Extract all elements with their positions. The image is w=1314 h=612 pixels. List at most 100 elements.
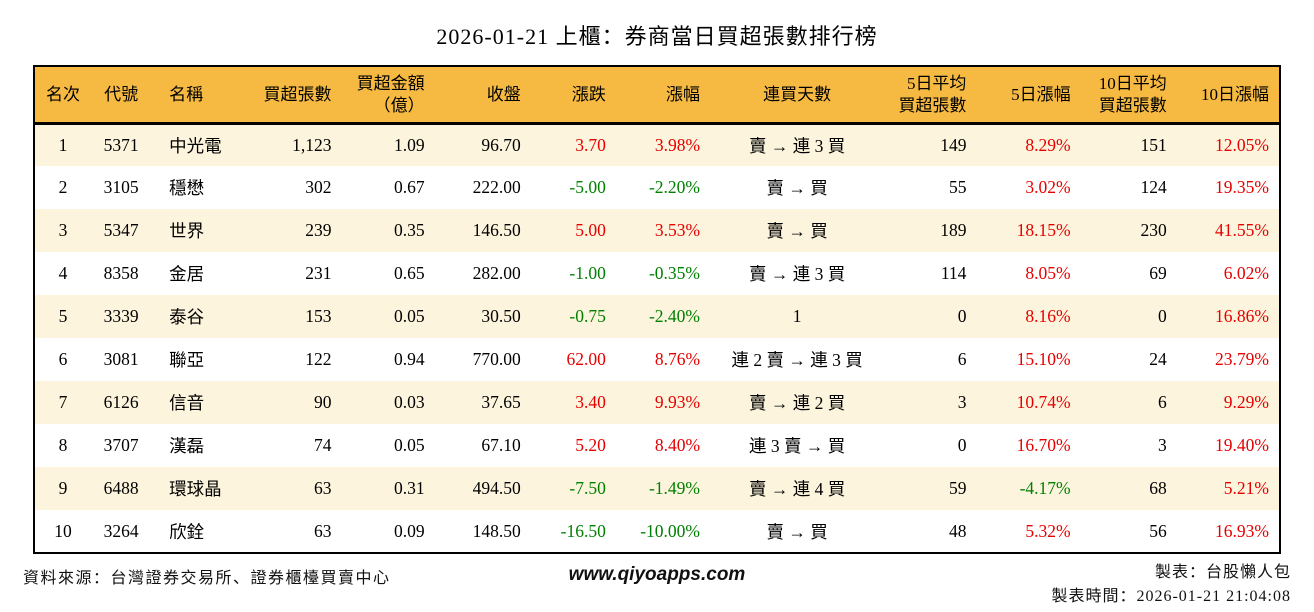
cell-pct5: 8.29% [1025, 135, 1071, 156]
cell-rank: 9 [58, 478, 68, 499]
cell-avg5: 48 [948, 520, 967, 541]
cell-close: 146.50 [472, 220, 521, 241]
column-header-avg5: 5日平均 買超張數 [880, 66, 981, 125]
cell-name: 聯亞 [169, 350, 205, 371]
table-row: 3 5347 世界 239 0.35 146.50 5.00 3.53% 賣 → 買 189 18.… [34, 209, 1280, 253]
cell-pct10: 19.35% [1215, 177, 1269, 198]
table-row: 9 6488 環球晶 63 0.31 494.50 -7.50 -1.49% 賣 → 連 4 買… [34, 467, 1280, 511]
column-header-change_pct: 漲幅 [619, 66, 715, 125]
cell-pct10: 23.79% [1215, 349, 1269, 370]
cell-rank: 10 [54, 520, 72, 541]
cell-amount: 0.31 [393, 478, 425, 499]
cell-change: -7.50 [569, 478, 606, 499]
cell-name: 環球晶 [169, 479, 222, 500]
cell-avg10: 24 [1149, 349, 1167, 370]
cell-change: 5.00 [575, 220, 606, 241]
cell-rank: 1 [58, 135, 68, 156]
cell-avg10: 3 [1157, 435, 1167, 456]
table-row: 6 3081 聯亞 122 0.94 770.00 62.00 8.76% 連 2 賣 → 連 … [34, 338, 1280, 382]
cell-pct10: 6.02% [1223, 263, 1269, 284]
cell-amount: 0.09 [393, 520, 425, 541]
website-label: www.qiyoapps.com [568, 564, 746, 586]
cell-close: 67.10 [481, 435, 521, 456]
cell-close: 37.65 [481, 392, 521, 413]
cell-close: 96.70 [481, 135, 521, 156]
maker-block: 製表：台股懶人包 製表時間：2026-01-21 21:04:08 [1051, 561, 1291, 609]
cell-change_pct: 3.53% [654, 220, 701, 241]
table-body: 1 5371 中光電 1,123 1.09 96.70 3.70 3.98% 賣 → 連 3 買… [34, 123, 1280, 554]
cell-streak: 賣 → 買 [766, 178, 828, 199]
cell-change_pct: -1.49% [648, 478, 701, 499]
column-header-name: 名稱 [151, 66, 248, 125]
cell-amount: 1.09 [393, 135, 425, 156]
cell-close: 282.00 [472, 263, 521, 284]
cell-avg5: 0 [957, 435, 967, 456]
cell-change: 3.40 [575, 392, 606, 413]
cell-avg5: 6 [957, 349, 967, 370]
cell-name: 泰谷 [169, 307, 205, 328]
column-header-close: 收盤 [438, 66, 535, 125]
cell-pct10: 5.21% [1223, 478, 1269, 499]
cell-avg10: 230 [1140, 220, 1167, 241]
cell-pct10: 19.40% [1215, 435, 1269, 456]
page-title: 2026-01-21 上櫃：券商當日買超張數排行榜 [436, 24, 878, 49]
table-row: 5 3339 泰谷 153 0.05 30.50 -0.75 -2.40% 1 0 8.16% 0 16… [34, 295, 1280, 339]
cell-avg10: 69 [1149, 263, 1167, 284]
table-row: 10 3264 欣銓 63 0.09 148.50 -16.50 -10.00% 賣 → 買 48… [34, 510, 1280, 554]
cell-change: 3.70 [575, 135, 606, 156]
cell-avg5: 189 [940, 220, 967, 241]
cell-change_pct: 8.40% [654, 435, 701, 456]
data-source-label: 資料來源：台灣證券交易所、證券櫃檯買賣中心 [23, 570, 391, 588]
column-header-avg10: 10日平均 買超張數 [1084, 66, 1181, 125]
cell-net_buy: 153 [305, 306, 332, 327]
cell-name: 金居 [169, 264, 205, 285]
column-header-streak: 連買天數 [714, 66, 881, 125]
cell-rank: 5 [58, 306, 68, 327]
cell-code: 3081 [103, 349, 139, 370]
cell-change: -5.00 [569, 177, 606, 198]
cell-avg5: 55 [948, 177, 967, 198]
cell-name: 世界 [169, 221, 205, 242]
cell-avg5: 0 [957, 306, 967, 327]
cell-close: 148.50 [472, 520, 521, 541]
cell-rank: 8 [58, 435, 68, 456]
cell-avg5: 149 [940, 135, 967, 156]
cell-pct5: 8.16% [1025, 306, 1071, 327]
table-row: 2 3105 穩懋 302 0.67 222.00 -5.00 -2.20% 賣 → 買 55 3.… [34, 166, 1280, 210]
cell-amount: 0.94 [393, 349, 425, 370]
cell-streak: 賣 → 買 [766, 221, 828, 242]
cell-avg5: 3 [957, 392, 967, 413]
cell-avg10: 6 [1157, 392, 1167, 413]
cell-code: 8358 [103, 263, 139, 284]
column-header-amount: 買超金額 （億） [345, 66, 439, 125]
cell-pct5: 5.32% [1025, 520, 1071, 541]
table-row: 4 8358 金居 231 0.65 282.00 -1.00 -0.35% 賣 → 連 3 買… [34, 252, 1280, 296]
cell-change_pct: -2.20% [648, 177, 701, 198]
cell-name: 中光電 [169, 136, 222, 157]
cell-code: 6126 [103, 392, 139, 413]
cell-change_pct: 9.93% [654, 392, 701, 413]
cell-pct5: 16.70% [1016, 435, 1071, 456]
cell-rank: 7 [58, 392, 68, 413]
cell-close: 494.50 [472, 478, 521, 499]
table-row: 1 5371 中光電 1,123 1.09 96.70 3.70 3.98% 賣 → 連 3 買… [34, 123, 1280, 167]
cell-change_pct: -2.40% [648, 306, 701, 327]
column-header-rank: 名次 [34, 66, 92, 125]
cell-change: -0.75 [569, 306, 606, 327]
cell-avg10: 56 [1149, 520, 1167, 541]
cell-change_pct: -10.00% [640, 520, 701, 541]
column-header-pct5: 5日漲幅 [980, 66, 1085, 125]
cell-change_pct: 3.98% [654, 135, 701, 156]
cell-pct10: 9.29% [1223, 392, 1269, 413]
cell-net_buy: 63 [313, 478, 332, 499]
cell-change: 5.20 [575, 435, 606, 456]
cell-code: 3105 [103, 177, 139, 198]
column-header-pct10: 10日漲幅 [1180, 66, 1280, 125]
cell-pct5: 10.74% [1016, 392, 1071, 413]
table-row: 8 3707 漢磊 74 0.05 67.10 5.20 8.40% 連 3 賣 → 買 0 16.… [34, 424, 1280, 468]
cell-avg10: 68 [1149, 478, 1167, 499]
cell-streak: 連 2 賣 → 連 3 買 [731, 350, 863, 371]
cell-code: 3339 [103, 306, 139, 327]
cell-pct10: 12.05% [1215, 135, 1269, 156]
